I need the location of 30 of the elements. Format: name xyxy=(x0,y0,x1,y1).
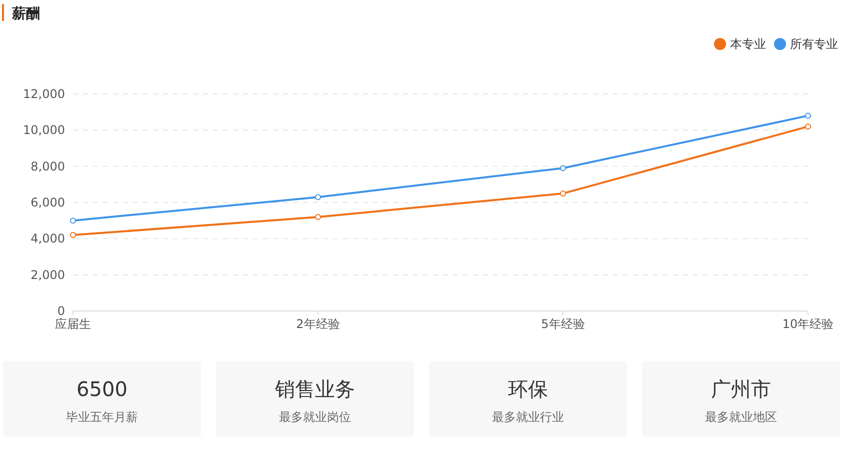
y-tick-label: 6,000 xyxy=(30,196,65,210)
y-tick-label: 12,000 xyxy=(23,87,65,101)
point xyxy=(315,214,321,220)
legend-label: 本专业 xyxy=(730,37,766,51)
text: 环保 xyxy=(508,377,548,401)
point xyxy=(805,112,811,119)
y-tick-label: 2,000 xyxy=(30,268,65,282)
text: 毕业五年月薪 xyxy=(66,410,138,424)
text: 最多就业岗位 xyxy=(279,410,351,424)
x-tick-label: 2年经验 xyxy=(296,317,340,331)
point xyxy=(70,218,76,224)
text: 销售业务 xyxy=(274,377,355,401)
point xyxy=(560,190,566,196)
y-tick-label: 10,000 xyxy=(23,123,65,138)
y-tick-label: 0 xyxy=(57,304,65,318)
text: 广州市 xyxy=(711,377,771,401)
point xyxy=(315,194,321,200)
x-tick-label: 应届生 xyxy=(55,317,91,331)
legend-label: 所有专业 xyxy=(790,37,838,51)
point xyxy=(805,124,811,130)
text: 最多就业地区 xyxy=(705,410,777,424)
point xyxy=(70,232,76,238)
y-tick-label: 4,000 xyxy=(30,232,65,246)
x-tick-label: 10年经验 xyxy=(782,317,834,331)
text: 最多就业行业 xyxy=(492,410,564,424)
text: 6500 xyxy=(76,377,128,401)
point xyxy=(560,165,566,172)
y-tick-label: 8,000 xyxy=(30,159,65,174)
chart-title: 薪酬 xyxy=(11,6,40,22)
x-tick-label: 5年经验 xyxy=(541,317,585,331)
